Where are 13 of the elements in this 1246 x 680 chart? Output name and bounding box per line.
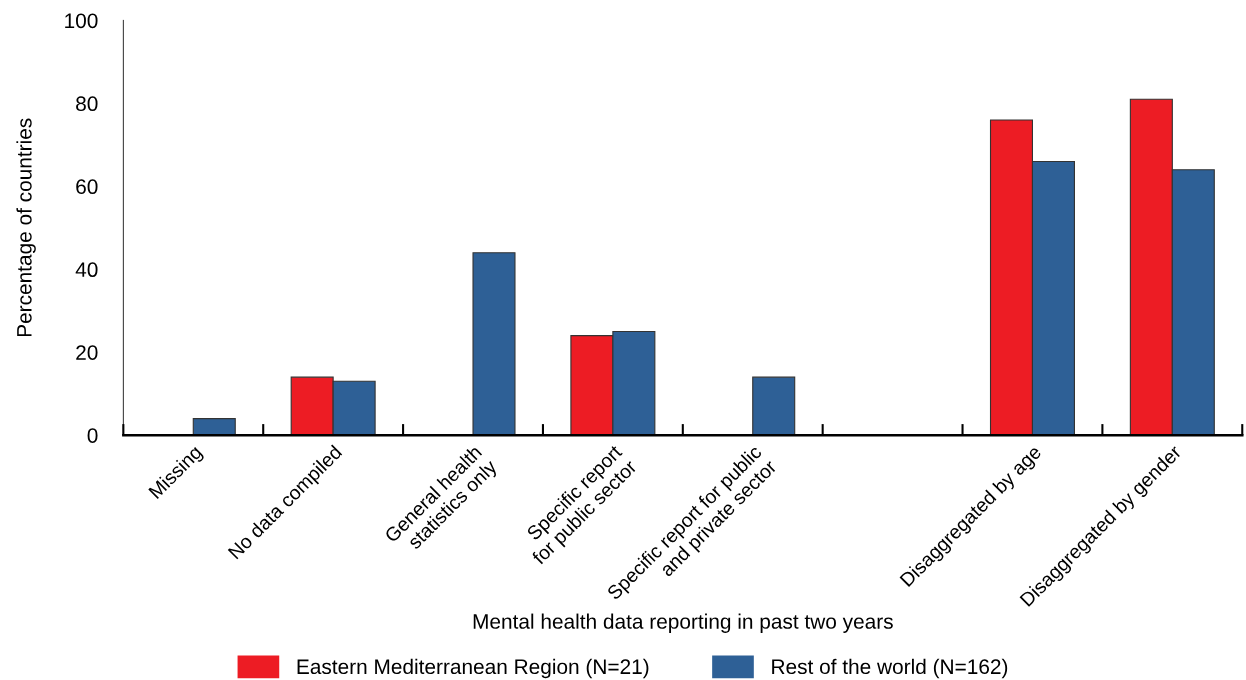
legend-label: Eastern Mediterranean Region (N=21) (297, 658, 649, 679)
bar (192, 418, 236, 436)
x-axis-title: Mental health data reporting in past two years (473, 613, 893, 633)
y-tick-label: 100 (65, 13, 98, 29)
legend-label: Rest of the world (N=162) (772, 658, 1008, 679)
y-tick-label: 80 (76, 96, 98, 112)
y-tick-label: 20 (76, 345, 98, 360)
y-tick-label: 60 (76, 179, 98, 195)
y-axis-title: Percentage of countries (16, 118, 36, 337)
bar (752, 376, 796, 436)
y-tick-label: 0 (87, 428, 98, 443)
bar (472, 252, 516, 436)
y-tick-label: 40 (75, 262, 98, 278)
